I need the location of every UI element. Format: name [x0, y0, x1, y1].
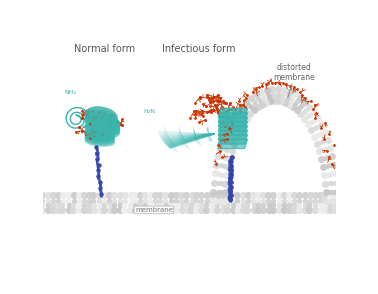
Text: NH₂: NH₂ [65, 90, 76, 95]
Polygon shape [91, 129, 119, 139]
Polygon shape [85, 110, 117, 127]
Polygon shape [218, 126, 248, 135]
Polygon shape [218, 135, 248, 144]
Polygon shape [91, 117, 119, 133]
Polygon shape [218, 130, 248, 140]
Text: Normal form: Normal form [74, 44, 135, 54]
Text: distorted
membrane: distorted membrane [273, 63, 315, 82]
Text: membrane: membrane [135, 207, 173, 213]
Text: H₂N: H₂N [144, 109, 155, 114]
Polygon shape [91, 123, 119, 136]
Polygon shape [84, 124, 107, 129]
Polygon shape [87, 131, 107, 136]
Polygon shape [218, 117, 248, 126]
Polygon shape [85, 134, 114, 144]
Polygon shape [85, 119, 117, 132]
Polygon shape [85, 128, 114, 141]
Polygon shape [85, 131, 114, 143]
Polygon shape [218, 108, 248, 118]
Polygon shape [85, 125, 114, 139]
Polygon shape [85, 116, 117, 130]
Polygon shape [85, 137, 114, 146]
Polygon shape [218, 121, 248, 131]
Text: Infectious form: Infectious form [163, 44, 236, 54]
Polygon shape [85, 113, 117, 128]
Polygon shape [91, 126, 119, 138]
Polygon shape [218, 113, 248, 122]
Polygon shape [85, 107, 117, 125]
Polygon shape [218, 139, 248, 148]
Polygon shape [91, 120, 119, 134]
